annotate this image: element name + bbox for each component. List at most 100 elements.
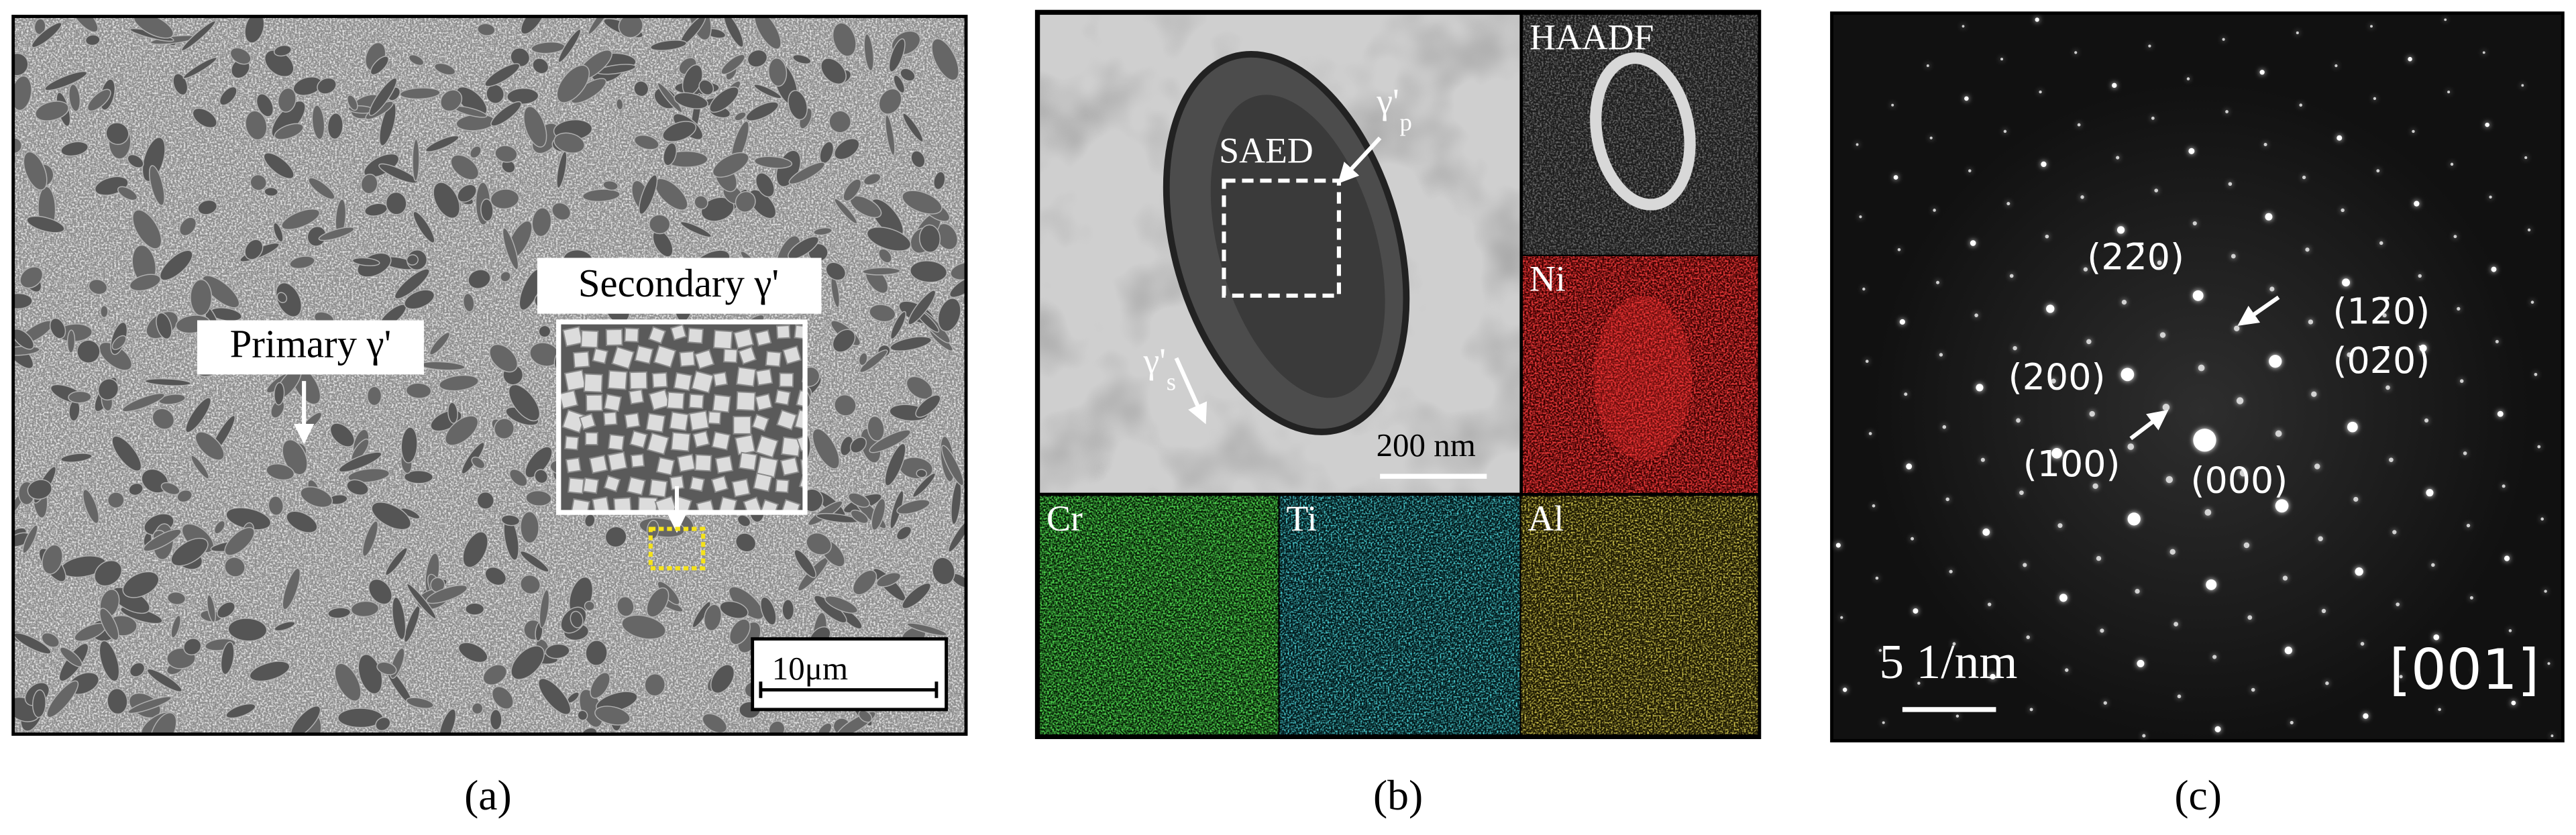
spot — [2508, 629, 2512, 632]
precipitate — [13, 292, 33, 310]
precipitate — [806, 532, 832, 555]
spot — [1859, 215, 1862, 219]
precipitate — [788, 236, 820, 260]
precipitate — [274, 382, 285, 406]
spot — [2100, 628, 2104, 633]
cube — [651, 372, 668, 388]
precipitate — [13, 52, 29, 76]
precipitate — [166, 592, 186, 606]
precipitate — [405, 382, 432, 399]
precipitate — [26, 215, 65, 233]
cube — [649, 478, 668, 498]
spot — [2459, 379, 2464, 383]
precipitate — [192, 107, 217, 129]
precipitate — [760, 596, 777, 626]
precipitate — [464, 602, 485, 616]
precipitate — [289, 256, 315, 270]
precipitate — [511, 645, 545, 680]
spot — [2485, 122, 2489, 127]
spot — [2497, 410, 2504, 417]
spot — [1840, 616, 1843, 619]
cube — [734, 434, 756, 455]
precipitate — [916, 469, 927, 478]
precipitate — [824, 595, 859, 614]
precipitate — [890, 336, 932, 351]
precipitate — [832, 22, 857, 57]
precipitate — [31, 22, 62, 48]
precipitate — [127, 695, 172, 714]
precipitate — [82, 489, 100, 524]
spot — [2039, 90, 2042, 94]
precipitate — [709, 87, 739, 113]
precipitate — [219, 86, 237, 106]
precipitate — [500, 271, 511, 282]
map-label: HAADF — [1529, 17, 1654, 58]
cube — [738, 451, 758, 471]
spot — [2026, 635, 2030, 639]
precipitate — [582, 188, 621, 203]
precipitate — [863, 33, 875, 72]
spot — [2347, 421, 2358, 433]
spot — [2473, 668, 2477, 672]
precipitate — [933, 171, 946, 190]
spot — [1865, 359, 1869, 364]
precipitate — [585, 640, 608, 666]
map-label: Al — [1528, 498, 1564, 539]
precipitate — [32, 689, 46, 718]
cube — [669, 411, 690, 432]
spot — [1891, 103, 1894, 107]
spot — [2154, 188, 2159, 192]
precipitate — [494, 145, 518, 163]
cube — [670, 431, 691, 452]
precipitate — [884, 443, 906, 487]
spot — [2121, 368, 2135, 382]
precipitate — [471, 456, 486, 469]
precipitate — [132, 209, 162, 249]
precipitate — [44, 70, 88, 91]
precipitate — [847, 492, 870, 508]
spot — [1904, 392, 1908, 396]
precipitate — [508, 384, 541, 422]
spot — [2414, 201, 2420, 207]
spot — [2355, 567, 2363, 576]
spot — [2463, 451, 2467, 455]
spot — [2282, 575, 2288, 581]
spot — [2127, 512, 2141, 526]
spot — [2341, 208, 2345, 213]
spot — [2342, 278, 2351, 287]
precipitate — [375, 716, 391, 732]
spot — [2214, 726, 2221, 732]
cube — [707, 410, 722, 425]
spot — [2135, 589, 2140, 594]
spot — [2165, 476, 2174, 484]
spot — [1949, 569, 1953, 573]
cube — [780, 457, 800, 476]
precipitate — [545, 643, 570, 659]
haadf-particle — [1590, 52, 1696, 211]
spot — [2092, 483, 2098, 490]
precipitate — [915, 394, 941, 418]
precipitate — [197, 199, 218, 215]
precipitate — [105, 122, 129, 146]
precipitate — [912, 472, 936, 498]
scale-bar — [759, 681, 938, 698]
precipitate — [23, 151, 48, 190]
spot — [2142, 734, 2146, 738]
precipitate — [663, 142, 678, 166]
spot — [1875, 576, 1879, 580]
precipitate — [217, 601, 235, 618]
spots — [1835, 17, 2554, 738]
spot — [2314, 463, 2320, 469]
spot — [2334, 64, 2338, 68]
cube — [775, 478, 790, 494]
precipitate — [276, 292, 288, 303]
spot — [2299, 103, 2303, 107]
caption: (b) — [1373, 771, 1423, 819]
precipitate — [202, 275, 240, 309]
precipitate — [723, 16, 744, 48]
precipitate — [68, 83, 81, 112]
precipitate — [425, 135, 460, 152]
cube — [578, 412, 596, 431]
spot — [1842, 687, 1847, 692]
precipitate — [347, 94, 358, 111]
